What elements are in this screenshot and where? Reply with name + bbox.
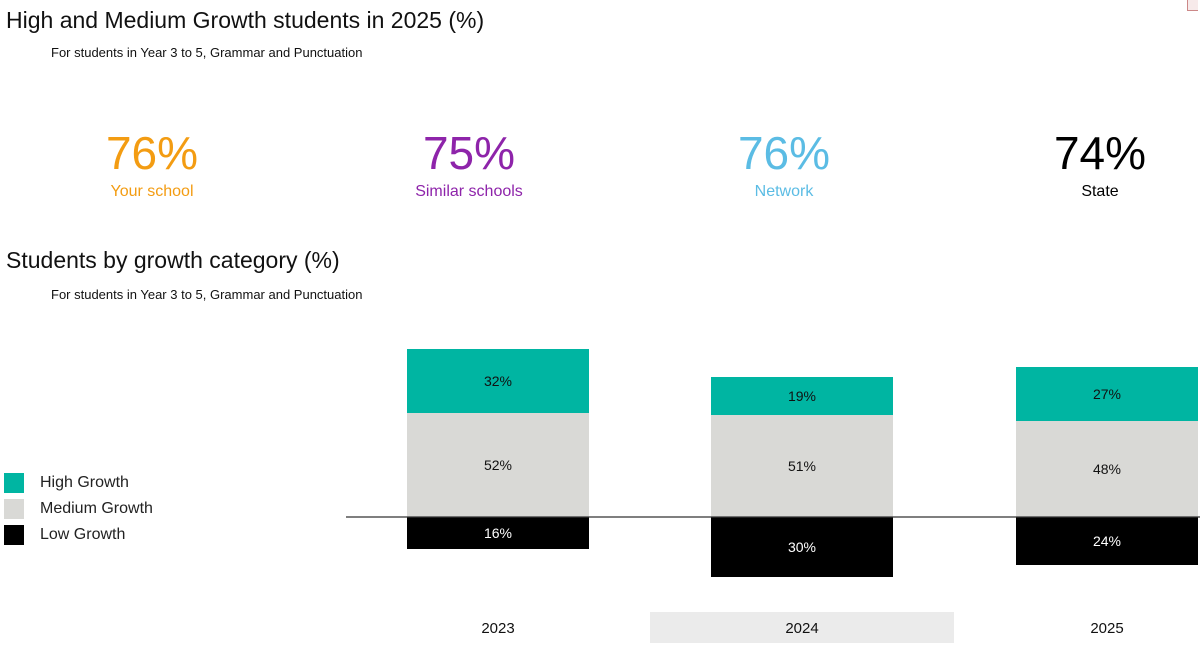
data-label-high-growth-2024: 19% [788, 388, 816, 404]
page-subtitle: For students in Year 3 to 5, Grammar and… [51, 45, 363, 60]
legend-swatch-medium-growth [4, 499, 24, 519]
kpi-your-school: 76% Your school [42, 126, 262, 202]
data-label-low-growth-2023: 16% [484, 525, 512, 541]
kpi-network-value: 76% [737, 127, 831, 179]
bar-low-growth-2024[interactable] [711, 517, 893, 577]
data-label-medium-growth-2025: 48% [1093, 461, 1121, 477]
chart-subtitle: For students in Year 3 to 5, Grammar and… [51, 287, 363, 302]
chart-legend: High Growth Medium Growth Low Growth [4, 470, 153, 548]
data-label-medium-growth-2023: 52% [484, 457, 512, 473]
bar-medium-growth-2023[interactable] [407, 413, 589, 517]
x-tick-label-2025[interactable]: 2025 [1090, 620, 1123, 637]
legend-item-low-growth[interactable]: Low Growth [4, 522, 153, 548]
legend-label-high-growth: High Growth [40, 474, 129, 491]
kpi-similar-schools-label: Similar schools [415, 183, 523, 200]
kpi-similar-schools-value: 75% [422, 127, 516, 179]
data-label-low-growth-2024: 30% [788, 539, 816, 555]
kpi-your-school-value: 76% [105, 127, 199, 179]
kpi-network: 76% Network [674, 126, 894, 202]
bar-medium-growth-2024[interactable] [711, 415, 893, 517]
bar-low-growth-2025[interactable] [1016, 517, 1198, 565]
legend-label-low-growth: Low Growth [40, 526, 126, 543]
data-label-high-growth-2025: 27% [1093, 386, 1121, 402]
legend-item-high-growth[interactable]: High Growth [4, 470, 153, 496]
bar-high-growth-2025[interactable] [1016, 367, 1198, 421]
kpi-your-school-label: Your school [110, 183, 194, 200]
bar-low-growth-2023[interactable] [407, 517, 589, 549]
x-tick-label-2024[interactable]: 2024 [785, 620, 818, 637]
page-title: High and Medium Growth students in 2025 … [6, 7, 485, 33]
chart-title: Students by growth category (%) [6, 247, 340, 273]
data-label-medium-growth-2024: 51% [788, 458, 816, 474]
kpi-state-label: State [1081, 183, 1119, 200]
kpi-state: 74% State [990, 126, 1200, 202]
corner-marker-icon [1187, 0, 1198, 11]
data-label-low-growth-2025: 24% [1093, 533, 1121, 549]
data-label-high-growth-2023: 32% [484, 373, 512, 389]
kpi-network-label: Network [754, 183, 814, 200]
kpi-similar-schools: 75% Similar schools [359, 126, 579, 202]
bar-high-growth-2024[interactable] [711, 377, 893, 415]
bar-high-growth-2023[interactable] [407, 349, 589, 413]
legend-item-medium-growth[interactable]: Medium Growth [4, 496, 153, 522]
legend-swatch-high-growth [4, 473, 24, 493]
highlight-band-2024 [650, 612, 954, 643]
x-tick-label-2023[interactable]: 2023 [481, 620, 514, 637]
bar-medium-growth-2025[interactable] [1016, 421, 1198, 517]
kpi-state-value: 74% [1053, 127, 1147, 179]
legend-swatch-low-growth [4, 525, 24, 545]
legend-label-medium-growth: Medium Growth [40, 500, 153, 517]
